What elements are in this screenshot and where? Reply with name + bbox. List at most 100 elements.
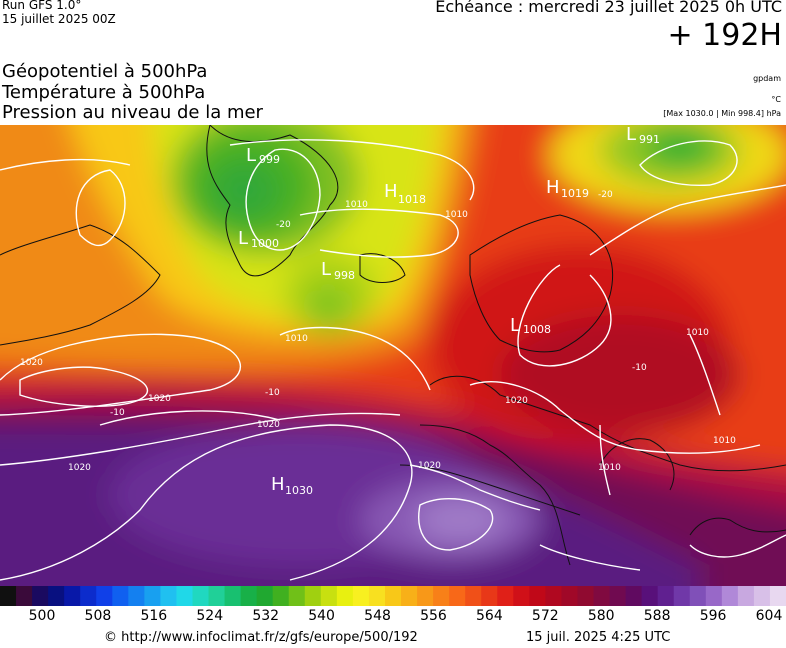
color-scale-swatch [80, 586, 97, 606]
color-scale-tick-label: 588 [643, 608, 671, 624]
pressure-center-type: H [384, 181, 398, 202]
color-scale-swatch [176, 586, 194, 606]
isobar-label: 1020 [505, 396, 528, 406]
isobar-label: 1020 [257, 420, 280, 430]
color-scale-swatch [304, 586, 322, 606]
color-scale-swatch [272, 586, 290, 606]
pressure-center-value: 1000 [251, 237, 279, 250]
color-scale-tick-label: 500 [28, 608, 56, 624]
pressure-center-value: 998 [334, 269, 355, 282]
color-scale-swatch [513, 586, 530, 606]
parameter-geopotential: Géopotentiel à 500hPa [2, 61, 208, 82]
color-scale-swatch [609, 586, 627, 606]
color-scale-swatch [545, 586, 563, 606]
parameter-pressure: Pression au niveau de la mer [2, 102, 263, 123]
color-scale-swatch [737, 586, 755, 606]
isobar-label: 1010 [598, 463, 621, 473]
color-scale-swatch [705, 586, 723, 606]
lead-time: + 192H [667, 18, 783, 53]
isobar-label: 1020 [20, 358, 43, 368]
color-scale-swatch [96, 586, 113, 606]
color-scale-swatch [320, 586, 338, 606]
pressure-center-value: 991 [639, 133, 660, 146]
isobars [0, 139, 786, 581]
color-scale-swatch [593, 586, 611, 606]
color-scale-swatch [192, 586, 210, 606]
pressure-center-value: 1008 [523, 323, 551, 336]
copyright-link[interactable]: © http://www.infoclimat.fr/z/gfs/europe/… [104, 630, 418, 645]
color-scale-swatch [16, 586, 33, 606]
color-scale-swatch [128, 586, 145, 606]
color-scale-bar [0, 586, 786, 606]
color-scale-swatch [673, 586, 691, 606]
color-scale-swatch [577, 586, 595, 606]
color-scale-tick-label: 556 [420, 608, 447, 624]
isotherm-label: -10 [110, 408, 125, 418]
pressure-center-type: L [238, 228, 248, 249]
color-scale-tick-label: 548 [364, 608, 391, 624]
color-scale-swatch [160, 586, 178, 606]
pressure-center-type: L [321, 259, 331, 280]
run-date: 15 juillet 2025 00Z [2, 12, 116, 26]
color-scale-swatch [32, 586, 49, 606]
color-scale-tick-label: 580 [587, 608, 615, 624]
color-scale-swatch [433, 586, 450, 606]
isotherm-label: -20 [276, 220, 291, 230]
isobar-label: 1010 [686, 328, 709, 338]
color-scale-tick-label: 596 [699, 608, 727, 624]
geopotential-field [0, 125, 786, 586]
pressure-center-value: 1019 [561, 187, 589, 200]
color-scale-tick-label: 572 [531, 608, 559, 624]
generation-timestamp: 15 juil. 2025 4:25 UTC [526, 630, 671, 645]
color-scale-swatch [0, 586, 17, 606]
isotherm-label: -20 [598, 190, 613, 200]
color-scale-swatch [112, 586, 129, 606]
pressure-center-value: 999 [259, 153, 280, 166]
color-scale-swatch [641, 586, 659, 606]
pressure-center-type: L [626, 125, 636, 145]
pressure-center-type: H [546, 177, 560, 198]
isobar-label: 1010 [345, 200, 368, 210]
color-scale-swatch [336, 586, 354, 606]
color-scale-swatch [657, 586, 675, 606]
color-scale-swatch [368, 586, 386, 606]
color-scale-swatch [497, 586, 514, 606]
color-scale-swatch [753, 586, 771, 606]
color-scale-swatch [449, 586, 466, 606]
run-label: Run GFS 1.0° [2, 0, 82, 12]
isobar-label: 1020 [68, 463, 91, 473]
isobar-label: 1020 [148, 394, 171, 404]
unit-geopotential: gpdam [753, 74, 781, 83]
color-scale-swatch [256, 586, 274, 606]
pressure-minmax: [Max 1030.0 | Min 998.4] hPa [663, 109, 781, 118]
color-scale-tick-label: 604 [755, 608, 783, 624]
color-scale-swatch [625, 586, 643, 606]
color-scale-swatch [465, 586, 482, 606]
pressure-centers: L 999 H 1018 L 991 H 1019 L 1000 L 998 L… [238, 125, 660, 497]
color-scale-tick-label: 532 [252, 608, 280, 624]
color-scale-tick-label: 540 [308, 608, 335, 624]
isotherm-label: -10 [265, 388, 280, 398]
pressure-center-type: L [246, 145, 256, 166]
pressure-center-type: H [271, 474, 285, 495]
color-scale-tick-label: 564 [476, 608, 503, 624]
weather-map[interactable]: 1010 1010 1010 1020 1020 1020 1020 1020 … [0, 125, 786, 586]
color-scale-swatch [224, 586, 242, 606]
isobar-label: 1020 [418, 461, 441, 471]
color-scale-swatch [240, 586, 258, 606]
color-scale-swatch [144, 586, 162, 606]
color-scale-swatch [64, 586, 81, 606]
isobar-label: 1010 [285, 334, 308, 344]
parameter-temperature: Température à 500hPa [2, 82, 206, 103]
isotherm-label: -10 [632, 363, 647, 373]
color-scale-swatch [417, 586, 434, 606]
color-scale-swatch [529, 586, 546, 606]
pressure-center-value: 1030 [285, 484, 313, 497]
color-scale-swatch [384, 586, 402, 606]
color-scale-tick-label: 508 [84, 608, 112, 624]
isobar-label: 1010 [713, 436, 736, 446]
isobar-label: 1010 [445, 210, 468, 220]
color-scale-swatch [288, 586, 306, 606]
color-scale-swatch [689, 586, 707, 606]
isobar-labels: 1010 1010 1010 1020 1020 1020 1020 1020 … [20, 190, 736, 473]
